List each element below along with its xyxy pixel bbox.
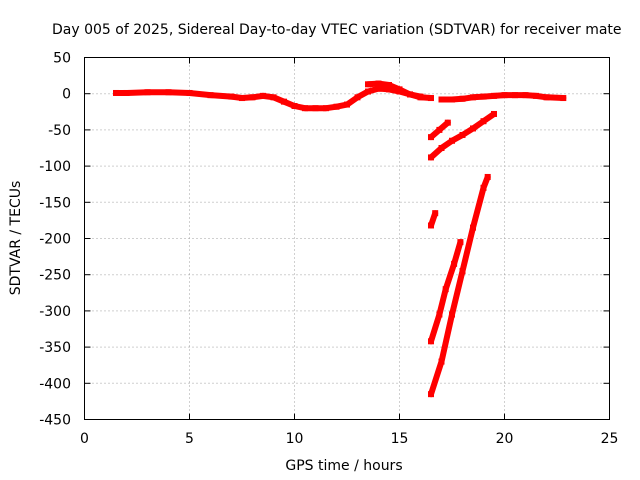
data-point [428,222,434,229]
data-point [354,94,361,101]
data-point [436,311,443,318]
data-point [407,91,413,98]
data-point [207,92,214,99]
data-point [480,118,487,125]
data-point [270,94,277,101]
y-tick-label: -50 [48,123,71,139]
data-point [560,95,567,102]
data-point [480,93,487,100]
data-track [438,92,567,103]
data-point [375,85,382,92]
data-series [113,80,567,398]
x-tick-label: 5 [185,431,194,447]
data-point [444,119,451,126]
data-point [428,154,434,161]
data-point [144,89,151,96]
data-track [428,239,464,345]
data-point [457,239,464,246]
data-point [113,89,119,96]
data-point [428,134,434,141]
data-point [442,286,449,293]
data-point [281,98,287,105]
y-axis-label: SDTVAR / TECUs [8,181,24,296]
grid [84,57,610,420]
data-point [428,391,434,398]
y-tick-label: -350 [39,340,71,356]
data-point [228,93,235,100]
x-tick-label: 0 [80,431,89,447]
data-track [365,80,434,102]
data-point [484,173,491,180]
data-point [417,94,424,101]
y-tick-label: -150 [39,195,71,211]
data-point [239,95,245,102]
data-point [436,126,443,133]
data-point [123,89,130,96]
data-point [165,89,172,96]
data-track [428,173,491,398]
data-point [375,80,382,87]
data-point [312,105,319,112]
data-track [428,210,439,229]
x-tick-label: 20 [496,431,514,447]
y-tick-label: -300 [39,304,71,320]
data-point [291,103,298,110]
chart-title: Day 005 of 2025, Sidereal Day-to-day VTE… [52,22,622,38]
data-point [449,137,455,144]
data-point [386,86,392,93]
data-point [432,210,439,217]
data-point [512,92,518,99]
x-tick-label: 10 [286,431,304,447]
data-point [459,131,466,138]
data-point [480,184,487,191]
x-axis-label: GPS time / hours [285,458,402,474]
data-point [344,101,350,108]
data-point [428,95,434,102]
y-tick-label: 0 [62,87,71,103]
x-tick-label: 25 [601,431,619,447]
data-point [323,105,329,112]
y-tick-label: 50 [53,51,71,67]
data-point [501,92,508,99]
data-point [491,110,497,117]
data-point [451,260,458,267]
data-point [543,94,550,101]
data-point [438,358,445,365]
data-point [428,338,434,345]
data-point [186,89,193,96]
data-point [449,311,455,318]
data-point [522,92,529,99]
y-tick-label: -450 [39,413,71,429]
data-point [459,268,466,275]
data-point [438,96,445,103]
x-tick-label: 15 [391,431,409,447]
data-point [249,94,256,101]
data-point [470,125,476,132]
data-point [396,86,403,93]
data-point [438,145,445,151]
data-point [365,81,371,88]
y-tick-label: -200 [39,232,71,248]
data-point [365,88,371,95]
data-point [333,103,340,110]
data-point [459,95,466,102]
data-track [428,110,497,161]
data-point [491,92,497,99]
data-point [302,105,308,112]
data-point [470,224,476,231]
data-point [533,92,539,99]
y-tick-label: -250 [39,268,71,284]
y-tick-label: -100 [39,159,71,175]
data-point [260,92,266,99]
ticks: 0 5 10 15 20 25 50 0 -50 -100 -150 -200 -250 -300 -350… [39,51,618,448]
data-point [449,96,455,103]
data-point [470,94,476,101]
data-track [428,119,451,141]
y-tick-label: -400 [39,376,71,392]
data-point [386,82,392,89]
